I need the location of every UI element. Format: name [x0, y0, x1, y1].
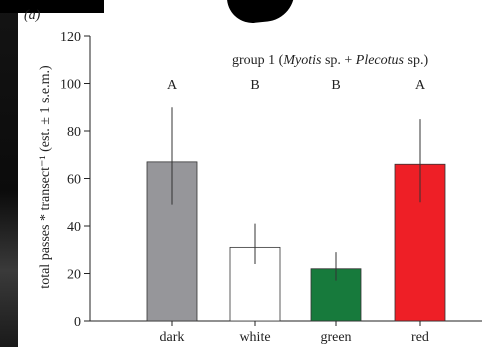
chart-title: group 1 (Myotis sp. + Plecotus sp.)	[232, 53, 428, 68]
x-tick-label-green: green	[320, 330, 351, 345]
y-tick-label: 40	[67, 220, 81, 235]
photo-corner	[0, 0, 104, 13]
x-tick-label-white: white	[239, 330, 270, 345]
significance-letter-green: B	[331, 78, 340, 93]
y-tick-label: 100	[60, 78, 81, 93]
y-tick-label: 20	[67, 268, 81, 283]
photo-background	[0, 0, 18, 347]
significance-letter-red: A	[415, 78, 426, 93]
x-tick-label-red: red	[411, 330, 429, 345]
y-tick-label: 80	[67, 125, 81, 140]
y-axis-label: total passes * transect⁻¹ (est. ± 1 s.e.…	[38, 65, 53, 289]
y-tick-label: 120	[60, 30, 81, 45]
significance-letter-white: B	[250, 78, 259, 93]
title-species-1: Myotis	[282, 53, 322, 68]
y-tick-label: 60	[67, 173, 81, 188]
panel-label: (a)	[24, 8, 41, 23]
title-middle: sp. +	[321, 53, 355, 68]
significance-letter-dark: A	[167, 78, 178, 93]
title-species-2: Plecotus	[355, 53, 405, 68]
x-tick-label-dark: dark	[160, 330, 185, 345]
title-prefix: group 1 (	[232, 53, 284, 68]
y-tick-label: 0	[74, 315, 81, 330]
title-suffix: sp.)	[404, 53, 428, 68]
